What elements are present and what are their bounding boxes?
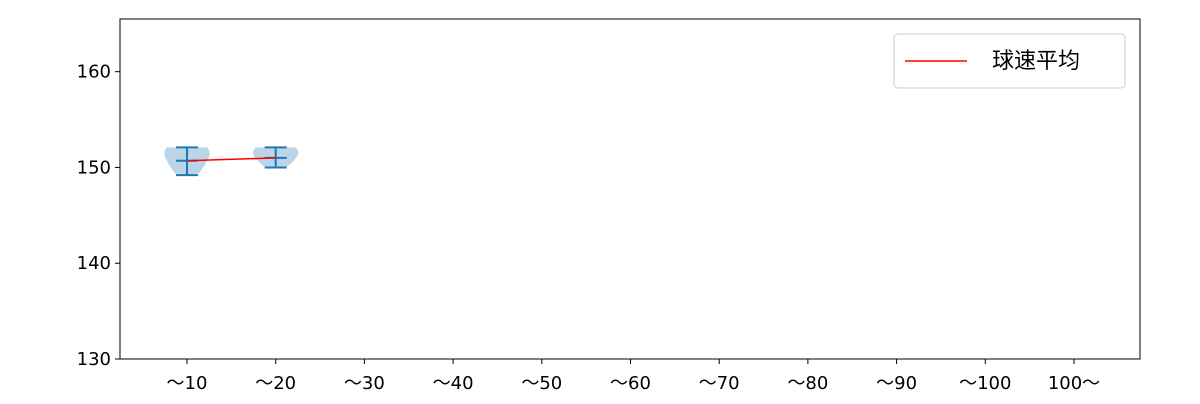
legend-box xyxy=(893,33,1126,89)
x-tick-label: 〜50 xyxy=(521,373,562,394)
x-tick-label: 〜100 xyxy=(959,373,1011,394)
x-tick-label: 〜30 xyxy=(344,373,385,394)
legend-label: 球速平均 xyxy=(992,49,1080,74)
x-tick-label: 100〜 xyxy=(1048,373,1100,394)
x-tick-label: 〜10 xyxy=(167,373,208,394)
x-tick-label: 〜40 xyxy=(433,373,474,394)
y-tick-label: 150 xyxy=(77,157,111,178)
mean-line xyxy=(186,157,276,162)
y-tick-label: 130 xyxy=(77,349,111,370)
legend: 球速平均 xyxy=(893,33,1126,89)
y-tick-label: 160 xyxy=(77,62,111,83)
x-tick-label: 〜90 xyxy=(876,373,917,394)
x-tick-label: 〜70 xyxy=(699,373,740,394)
x-tick-label: 〜60 xyxy=(610,373,651,394)
x-tick-label: 〜80 xyxy=(787,373,828,394)
y-tick-label: 140 xyxy=(77,253,111,274)
x-tick-label: 〜20 xyxy=(255,373,296,394)
